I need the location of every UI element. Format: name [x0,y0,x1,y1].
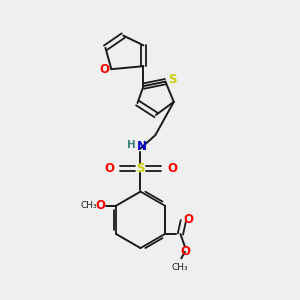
Text: H: H [127,140,135,150]
Text: N: N [136,140,146,153]
Text: O: O [167,162,177,175]
Text: O: O [100,63,110,76]
Text: CH₃: CH₃ [80,201,97,210]
Text: S: S [168,74,176,86]
Text: S: S [136,162,145,175]
Text: O: O [181,245,190,258]
Text: O: O [184,213,194,226]
Text: CH₃: CH₃ [172,263,188,272]
Text: O: O [104,162,114,175]
Text: O: O [95,199,105,212]
